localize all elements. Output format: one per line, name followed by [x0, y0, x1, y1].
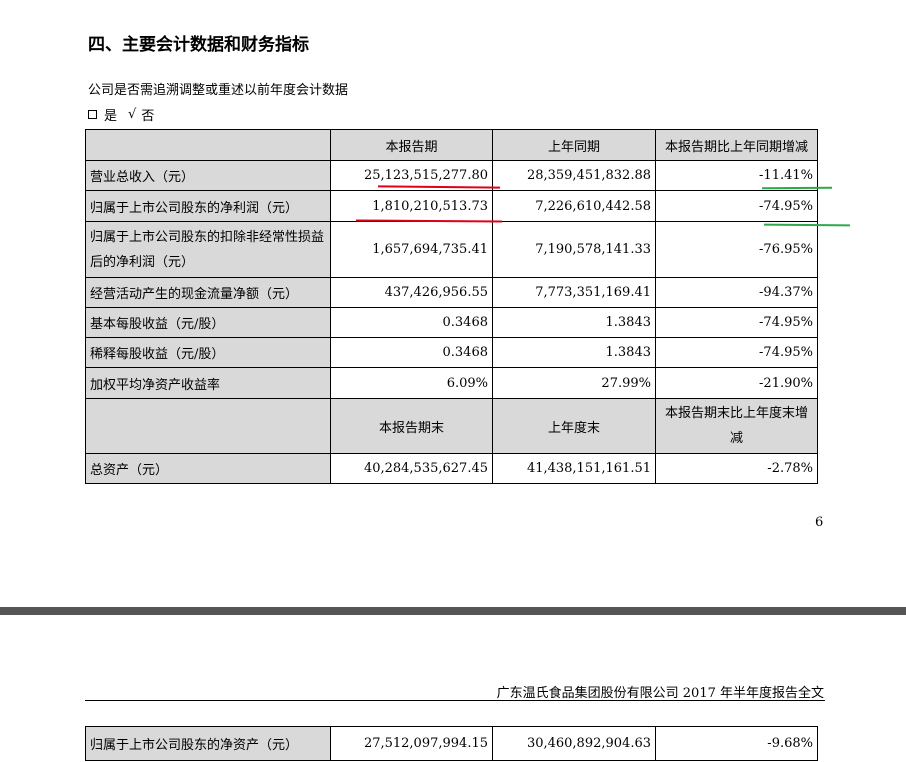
cell-current: 25,123,515,277.80	[330, 160, 493, 191]
table-row: 总资产（元） 40,284,535,627.45 41,438,151,161.…	[85, 453, 818, 484]
cell-change: -9.68%	[655, 726, 818, 761]
row-label: 归属于上市公司股东的净资产（元）	[85, 726, 331, 761]
table-row: 归属于上市公司股东的扣除非经常性损益后的净利润（元） 1,657,694,735…	[85, 221, 818, 278]
cell-prior: 30,460,892,904.63	[492, 726, 656, 761]
row-label: 加权平均净资产收益率	[85, 367, 331, 399]
table-row: 营业总收入（元） 25,123,515,277.80 28,359,451,83…	[85, 160, 818, 191]
cell-current: 0.3468	[330, 307, 493, 338]
row-label: 营业总收入（元）	[85, 160, 331, 191]
cell-change: -11.41%	[655, 160, 818, 191]
table-row: 稀释每股收益（元/股） 0.3468 1.3843 -74.95%	[85, 337, 818, 368]
header-blank-cell	[85, 398, 331, 454]
cell-current: 27,512,097,994.15	[330, 726, 493, 761]
cell-change: -94.37%	[655, 277, 818, 308]
cell-current: 1,810,210,513.73	[330, 190, 493, 222]
cell-current: 0.3468	[330, 337, 493, 368]
cell-change: -74.95%	[655, 337, 818, 368]
page-separator	[0, 607, 906, 615]
cell-prior: 27.99%	[492, 367, 656, 399]
page-number: 6	[815, 515, 824, 530]
header-period-end: 本报告期末	[330, 398, 493, 454]
empty-checkbox-icon	[88, 110, 97, 119]
table-row: 加权平均净资产收益率 6.09% 27.99% -21.90%	[85, 367, 818, 399]
cell-change: -2.78%	[655, 453, 818, 484]
cell-prior: 7,226,610,442.58	[492, 190, 656, 222]
table-row: 基本每股收益（元/股） 0.3468 1.3843 -74.95%	[85, 307, 818, 338]
row-label: 经营活动产生的现金流量净额（元）	[85, 277, 331, 308]
cell-current: 6.09%	[330, 367, 493, 399]
cell-change: -74.95%	[655, 307, 818, 338]
cell-current: 1,657,694,735.41	[330, 221, 493, 278]
section-title: 四、主要会计数据和财务指标	[88, 35, 309, 55]
cell-current: 437,426,956.55	[330, 277, 493, 308]
financial-indicators-table: 本报告期 上年同期 本报告期比上年同期增减 营业总收入（元） 25,123,51…	[85, 129, 818, 484]
checkmark-icon: √	[128, 107, 137, 122]
cell-current: 40,284,535,627.45	[330, 453, 493, 484]
restatement-question: 公司是否需追溯调整或重述以前年度会计数据	[88, 83, 349, 98]
table-header-row: 本报告期末 上年度末 本报告期末比上年度末增减	[85, 398, 818, 454]
restatement-options: 是 √ 否	[88, 105, 154, 124]
financial-indicators-table-continued: 归属于上市公司股东的净资产（元） 27,512,097,994.15 30,46…	[85, 726, 818, 761]
cell-change: -76.95%	[655, 221, 818, 278]
header-current-period: 本报告期	[330, 129, 493, 161]
table-row: 经营活动产生的现金流量净额（元） 437,426,956.55 7,773,35…	[85, 277, 818, 308]
table-row: 归属于上市公司股东的净资产（元） 27,512,097,994.15 30,46…	[85, 726, 818, 761]
header-blank-cell	[85, 129, 331, 161]
table-header-row: 本报告期 上年同期 本报告期比上年同期增减	[85, 129, 818, 161]
header-prior-period: 上年同期	[492, 129, 656, 161]
row-label: 稀释每股收益（元/股）	[85, 337, 331, 368]
header-prior-year-end: 上年度末	[492, 398, 656, 454]
cell-prior: 28,359,451,832.88	[492, 160, 656, 191]
cell-prior: 41,438,151,161.51	[492, 453, 656, 484]
cell-change: -21.90%	[655, 367, 818, 399]
row-label: 基本每股收益（元/股）	[85, 307, 331, 338]
table-row: 归属于上市公司股东的净利润（元） 1,810,210,513.73 7,226,…	[85, 190, 818, 222]
option-yes-label: 是	[104, 109, 118, 124]
row-label: 总资产（元）	[85, 453, 331, 484]
header-change: 本报告期比上年同期增减	[655, 129, 818, 161]
header-change-vs-year-end: 本报告期末比上年度末增减	[655, 398, 818, 454]
cell-prior: 7,773,351,169.41	[492, 277, 656, 308]
cell-prior: 1.3843	[492, 307, 656, 338]
row-label: 归属于上市公司股东的净利润（元）	[85, 190, 331, 222]
header-rule	[85, 700, 825, 701]
option-no-label: 否	[141, 109, 155, 124]
cell-prior: 7,190,578,141.33	[492, 221, 656, 278]
cell-prior: 1.3843	[492, 337, 656, 368]
green-underline-mark	[761, 186, 833, 190]
cell-change: -74.95%	[655, 190, 818, 222]
row-label: 归属于上市公司股东的扣除非经常性损益后的净利润（元）	[85, 221, 331, 278]
report-running-header: 广东温氏食品集团股份有限公司 2017 年半年度报告全文	[496, 686, 824, 701]
